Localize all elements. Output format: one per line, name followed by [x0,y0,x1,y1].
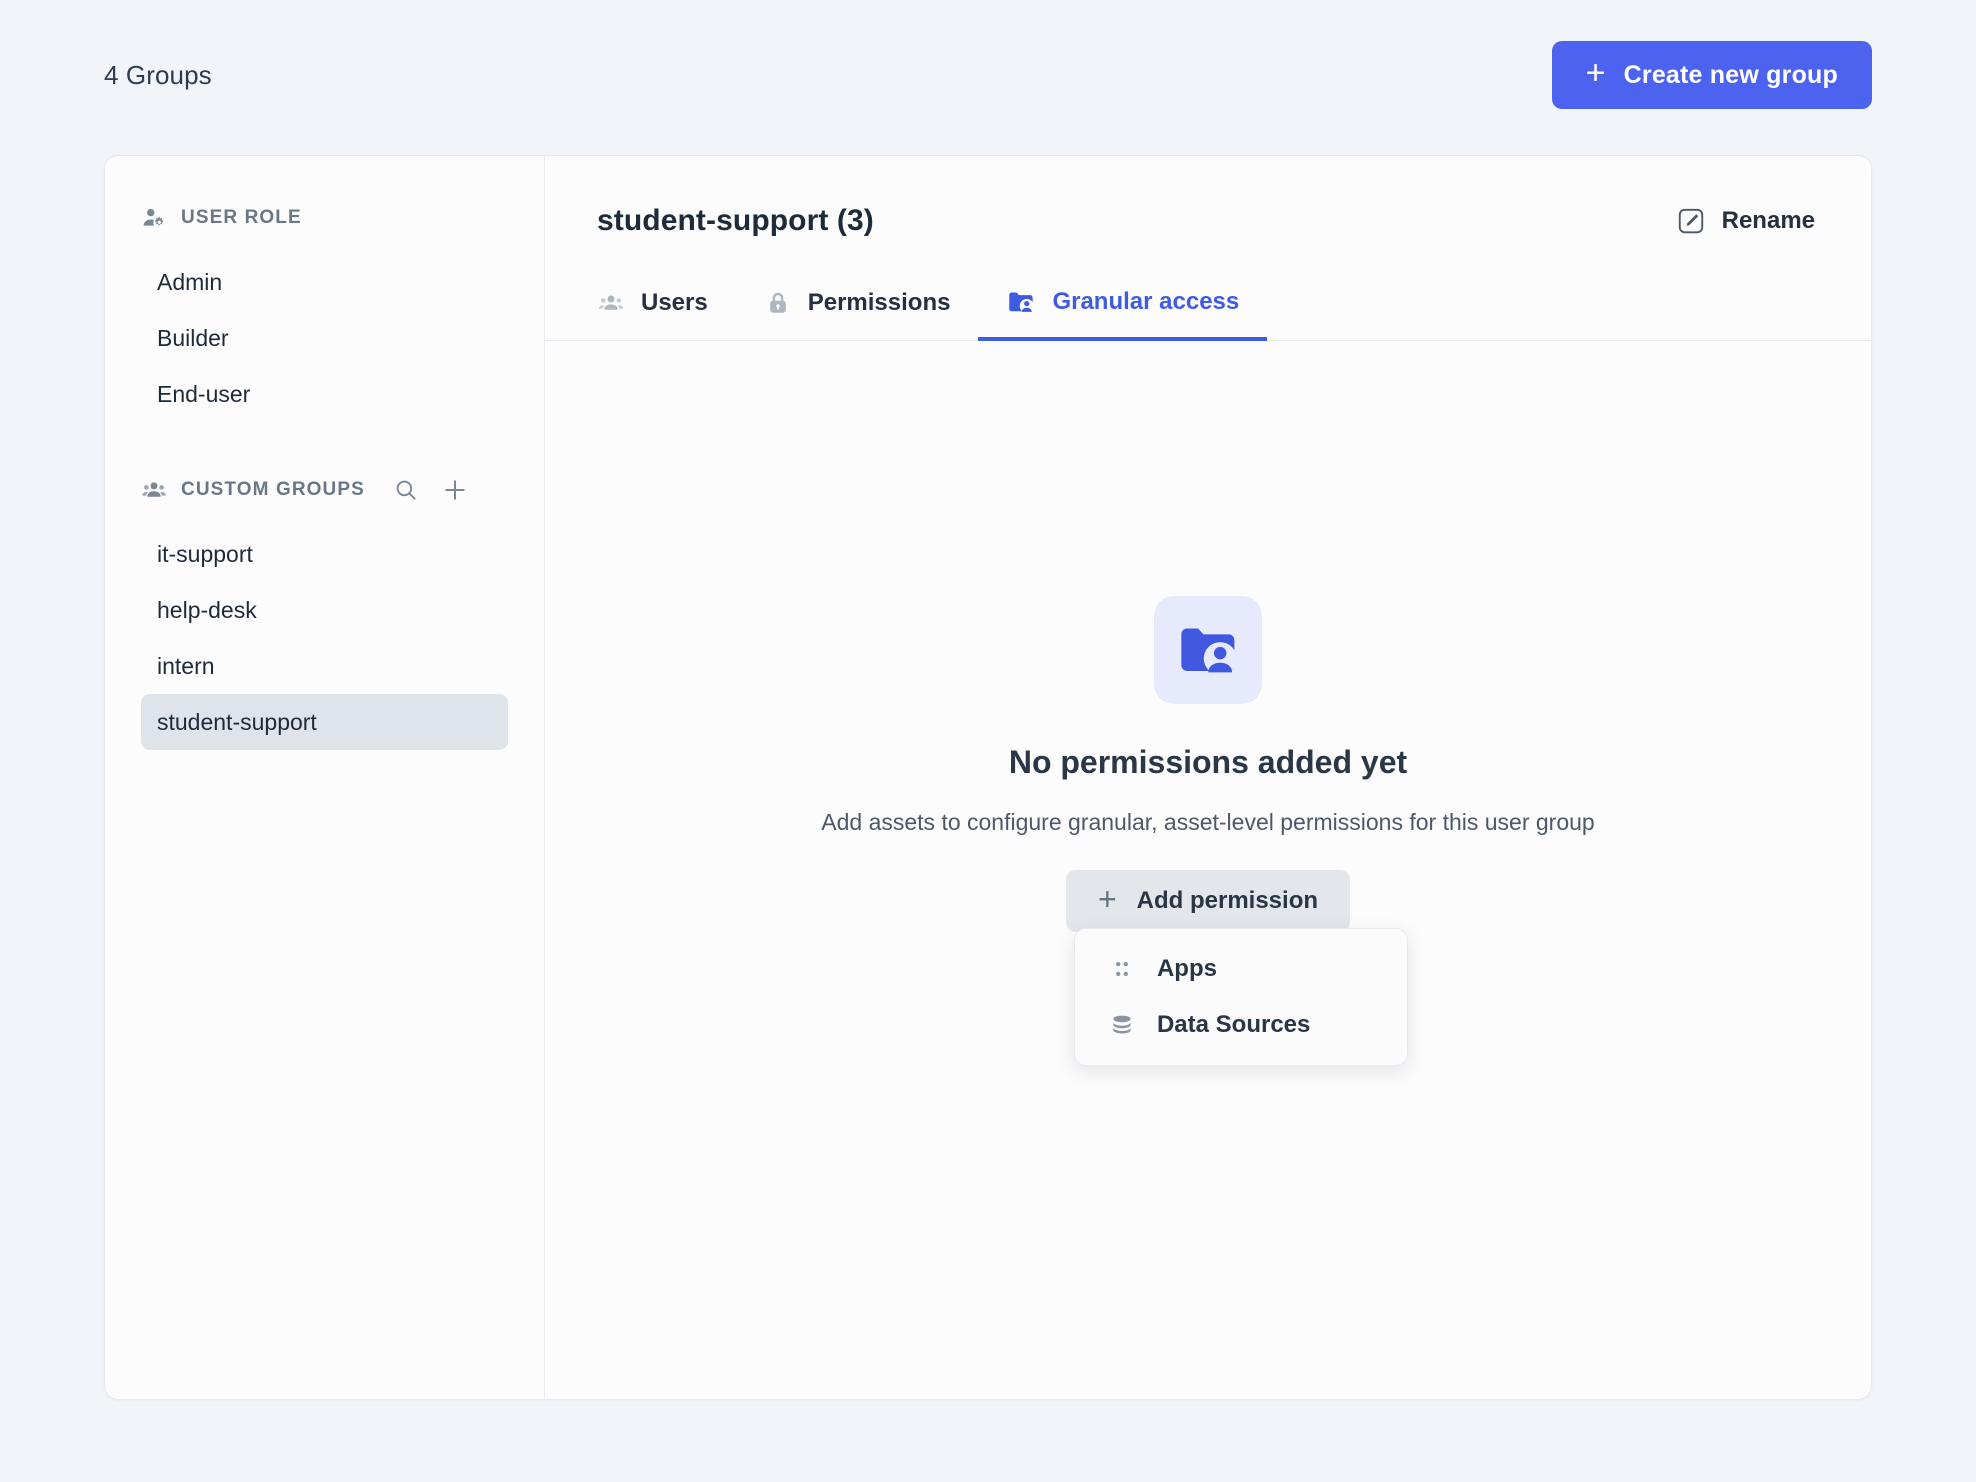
rename-button[interactable]: Rename [1672,200,1819,242]
plus-icon: + [1585,54,1606,92]
tab-label: Granular access [1052,288,1240,315]
page-header: 4 Groups + Create new group [0,0,1976,150]
sidebar-item-intern[interactable]: intern [141,638,508,694]
sidebar-item-student-support[interactable]: student-support [141,694,508,750]
plus-icon[interactable] [441,476,469,504]
user-group-icon [141,477,167,503]
plus-icon: + [1097,881,1117,917]
sidebar-spacer [105,422,544,466]
groups-card: USER ROLE Admin Builder End-user [104,155,1872,1400]
custom-groups-list: it-support help-desk intern student-supp… [105,526,544,750]
user-gear-icon [141,205,167,231]
tab-permissions[interactable]: Permissions [736,283,979,341]
sidebar-item-label: Builder [157,324,229,351]
group-detail-header: student-support (3) Rename [545,156,1871,341]
sidebar-item-label: Admin [157,268,223,295]
folder-user-icon [1174,616,1242,684]
search-icon[interactable] [393,477,419,503]
sidebar-section-label: CUSTOM GROUPS [181,479,365,500]
sidebar-item-help-desk[interactable]: help-desk [141,582,508,638]
group-tabs: Users Permissions [597,280,1819,341]
menu-item-apps[interactable]: Apps [1075,941,1407,997]
sidebar-item-it-support[interactable]: it-support [141,526,508,582]
edit-pencil-icon [1676,206,1706,236]
add-permission-dropdown: Apps Data Sources [1073,928,1408,1066]
group-title-row: student-support (3) Rename [597,200,1819,242]
menu-item-label: Apps [1156,955,1217,982]
empty-state-subtitle: Add assets to configure granular, asset-… [821,809,1595,835]
custom-groups-actions [393,476,469,504]
sidebar-section-label: USER ROLE [181,207,302,228]
groups-count-label: 4 Groups [104,59,212,90]
menu-item-label: Data Sources [1156,1011,1311,1038]
empty-state-title: No permissions added yet [1008,744,1408,780]
empty-state-icon-badge [1154,596,1262,704]
group-detail-panel: student-support (3) Rename [545,156,1871,1399]
grid-dots-icon [1109,956,1135,982]
tab-users[interactable]: Users [597,283,736,341]
sidebar-item-end-user[interactable]: End-user [141,366,508,422]
granular-access-empty-state: No permissions added yet Add assets to c… [545,341,1871,1399]
tab-label: Permissions [807,289,951,316]
sidebar-item-label: student-support [157,708,317,735]
page-title: student-support (3) [597,204,874,237]
add-permission-wrapper: + Add permission [1065,870,1408,1066]
rename-label: Rename [1721,207,1815,234]
user-role-list: Admin Builder End-user [105,254,544,422]
database-icon [1109,1012,1135,1038]
sidebar-section-custom-groups: CUSTOM GROUPS [105,466,544,514]
users-icon [597,289,625,317]
add-permission-label: Add permission [1136,887,1319,914]
create-new-group-label: Create new group [1623,60,1838,89]
sidebar-item-label: help-desk [157,596,257,623]
sidebar-section-user-role: USER ROLE [105,194,544,242]
sidebar-item-label: intern [157,652,215,679]
sidebar-item-builder[interactable]: Builder [141,310,508,366]
sidebar-item-admin[interactable]: Admin [141,254,508,310]
create-new-group-button[interactable]: + Create new group [1551,41,1872,109]
menu-item-data-sources[interactable]: Data Sources [1075,997,1407,1053]
tab-granular-access[interactable]: Granular access [978,281,1268,341]
add-permission-button[interactable]: + Add permission [1065,870,1351,932]
lock-icon [764,289,792,317]
sidebar-item-label: End-user [157,380,251,407]
sidebar-item-label: it-support [157,540,253,567]
tab-label: Users [641,289,708,316]
groups-sidebar: USER ROLE Admin Builder End-user [105,156,545,1399]
folder-user-icon [1006,287,1036,317]
